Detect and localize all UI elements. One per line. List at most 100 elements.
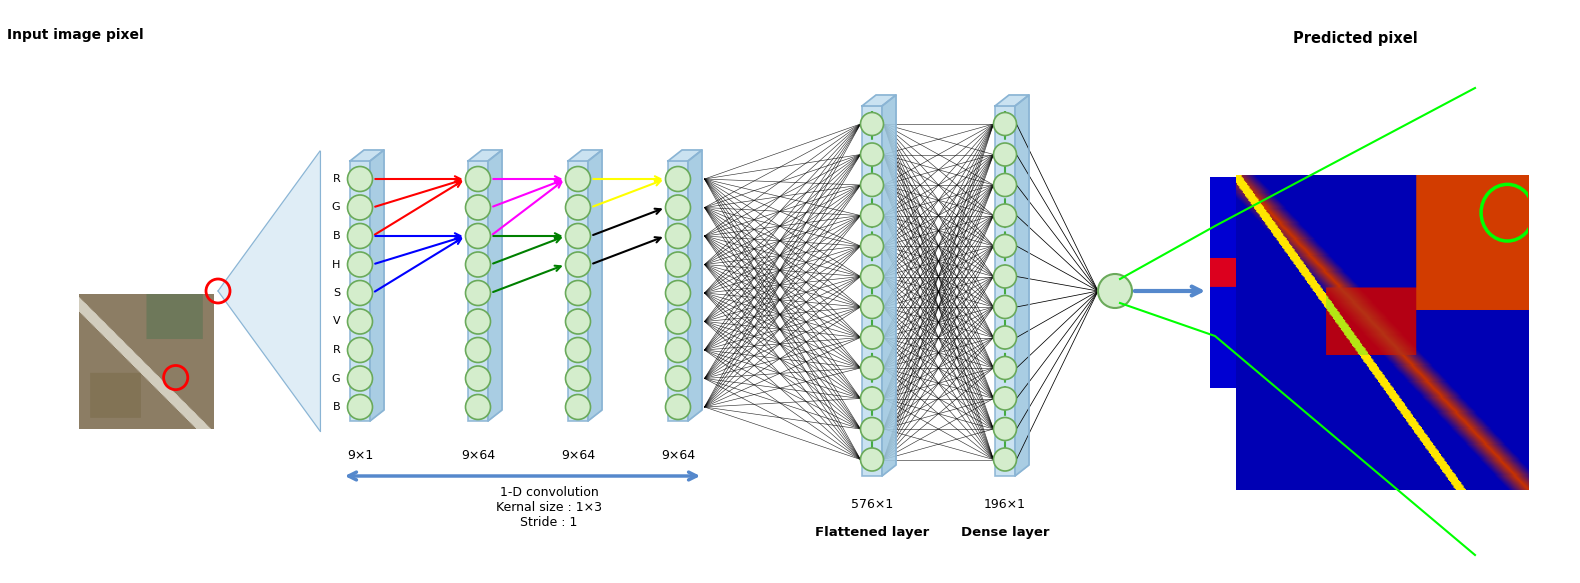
Circle shape: [665, 366, 690, 391]
Text: S: S: [333, 288, 341, 298]
Polygon shape: [370, 150, 384, 421]
Circle shape: [348, 195, 373, 220]
Circle shape: [861, 113, 883, 135]
Circle shape: [466, 167, 490, 191]
Text: 576×1: 576×1: [852, 498, 893, 511]
Bar: [668, 161, 687, 421]
Text: H: H: [332, 259, 341, 269]
Circle shape: [665, 338, 690, 363]
Text: B: B: [333, 402, 341, 412]
Bar: [468, 161, 488, 421]
Text: Flattened layer: Flattened layer: [815, 526, 929, 539]
Circle shape: [994, 296, 1016, 318]
Circle shape: [861, 448, 883, 471]
Circle shape: [994, 326, 1016, 349]
Circle shape: [348, 309, 373, 334]
Circle shape: [861, 143, 883, 166]
Polygon shape: [863, 95, 896, 106]
Text: Input image pixel: Input image pixel: [6, 28, 144, 42]
Circle shape: [566, 395, 591, 420]
Circle shape: [665, 252, 690, 277]
Text: 9×64: 9×64: [660, 449, 695, 462]
Circle shape: [348, 167, 373, 191]
Text: B: B: [333, 231, 341, 241]
Polygon shape: [687, 150, 702, 421]
Circle shape: [861, 265, 883, 288]
Circle shape: [466, 252, 490, 277]
Circle shape: [994, 113, 1016, 135]
Circle shape: [566, 309, 591, 334]
Circle shape: [348, 280, 373, 305]
Circle shape: [665, 280, 690, 305]
Circle shape: [348, 338, 373, 363]
Circle shape: [466, 395, 490, 420]
Circle shape: [466, 280, 490, 305]
Text: R: R: [333, 174, 341, 184]
Circle shape: [994, 417, 1016, 441]
Circle shape: [665, 195, 690, 220]
Circle shape: [566, 280, 591, 305]
Circle shape: [994, 143, 1016, 166]
Circle shape: [994, 356, 1016, 380]
Circle shape: [466, 309, 490, 334]
Polygon shape: [468, 150, 502, 161]
Circle shape: [566, 252, 591, 277]
Circle shape: [566, 338, 591, 363]
Bar: [351, 161, 370, 421]
Circle shape: [994, 234, 1016, 258]
Circle shape: [994, 174, 1016, 196]
Circle shape: [566, 167, 591, 191]
Circle shape: [861, 234, 883, 258]
Text: 196×1: 196×1: [984, 498, 1025, 511]
Circle shape: [566, 366, 591, 391]
Text: Predicted pixel: Predicted pixel: [1292, 31, 1417, 46]
Circle shape: [348, 223, 373, 248]
Polygon shape: [567, 150, 602, 161]
Circle shape: [994, 265, 1016, 288]
Circle shape: [466, 195, 490, 220]
Polygon shape: [668, 150, 702, 161]
Bar: [567, 161, 588, 421]
Text: 9×64: 9×64: [461, 449, 495, 462]
Circle shape: [466, 223, 490, 248]
Circle shape: [348, 366, 373, 391]
Circle shape: [566, 223, 591, 248]
Circle shape: [665, 223, 690, 248]
Polygon shape: [218, 151, 321, 431]
Polygon shape: [488, 150, 502, 421]
Text: G: G: [332, 202, 341, 212]
Circle shape: [665, 309, 690, 334]
Circle shape: [861, 204, 883, 227]
Bar: [863, 106, 882, 476]
Text: 9×64: 9×64: [561, 449, 596, 462]
Circle shape: [861, 417, 883, 441]
Circle shape: [861, 174, 883, 196]
Polygon shape: [995, 95, 1029, 106]
Polygon shape: [1014, 95, 1029, 476]
Circle shape: [466, 366, 490, 391]
Circle shape: [1098, 274, 1131, 308]
Polygon shape: [882, 95, 896, 476]
Circle shape: [665, 167, 690, 191]
Circle shape: [348, 395, 373, 420]
Text: 1-D convolution
Kernal size : 1×3
Stride : 1: 1-D convolution Kernal size : 1×3 Stride…: [496, 486, 602, 529]
Circle shape: [861, 387, 883, 410]
Polygon shape: [588, 150, 602, 421]
Circle shape: [994, 448, 1016, 471]
Text: R: R: [333, 345, 341, 355]
Circle shape: [861, 296, 883, 318]
Circle shape: [994, 204, 1016, 227]
Polygon shape: [351, 150, 384, 161]
Circle shape: [861, 326, 883, 349]
Text: 9×1: 9×1: [348, 449, 373, 462]
Circle shape: [566, 195, 591, 220]
Circle shape: [861, 356, 883, 380]
Circle shape: [466, 338, 490, 363]
Text: Dense layer: Dense layer: [961, 526, 1049, 539]
Circle shape: [994, 387, 1016, 410]
Text: G: G: [332, 374, 341, 384]
Circle shape: [665, 395, 690, 420]
Bar: [995, 106, 1014, 476]
Circle shape: [348, 252, 373, 277]
Text: V: V: [333, 317, 341, 326]
